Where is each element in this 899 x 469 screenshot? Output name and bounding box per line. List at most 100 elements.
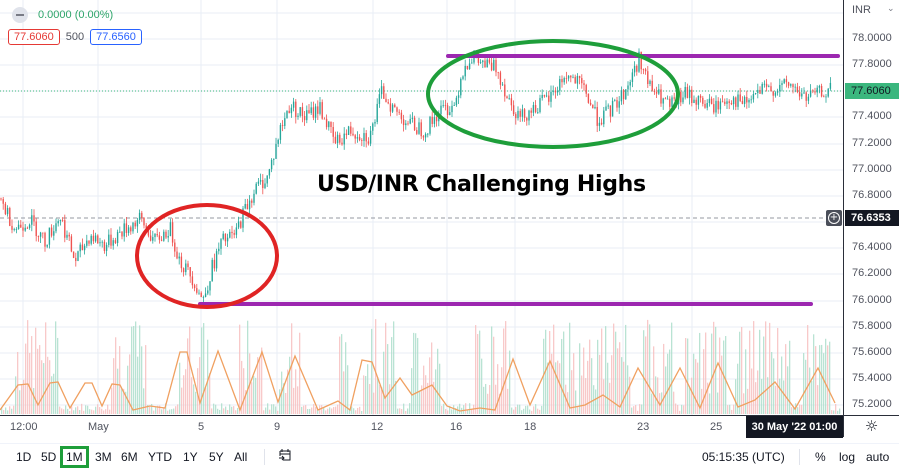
candle-body	[770, 86, 772, 92]
range-5y-button[interactable]: 5Y	[209, 450, 224, 464]
candle-body	[732, 97, 735, 105]
candle-body	[567, 75, 570, 79]
bid-price[interactable]: 77.6060	[8, 29, 60, 45]
volume-bar	[13, 405, 15, 414]
volume-bar	[693, 353, 695, 414]
volume-bar	[203, 323, 205, 414]
range-3m-button[interactable]: 3M	[95, 450, 112, 464]
volume-bar	[789, 340, 791, 414]
volume-bar	[399, 408, 401, 414]
price-chart[interactable]	[0, 0, 843, 415]
candle-body	[66, 234, 68, 238]
candle-body	[761, 84, 763, 94]
volume-bar	[733, 404, 735, 414]
candle-body	[185, 263, 187, 273]
volume-bar	[655, 376, 657, 414]
candle-body	[724, 101, 726, 104]
candle-body	[196, 288, 198, 293]
candle-body	[178, 256, 180, 259]
volume-bar	[213, 403, 215, 414]
candle-body	[541, 95, 543, 99]
volume-bar	[199, 357, 201, 414]
crosshair-add-button[interactable]: +	[826, 210, 842, 226]
volume-bar	[255, 377, 257, 414]
range-all-button[interactable]: All	[234, 450, 248, 464]
candle-body	[79, 244, 81, 252]
candle-body	[704, 103, 706, 108]
volume-bar	[241, 360, 243, 414]
volume-bar	[577, 407, 579, 414]
volume-bar	[697, 362, 699, 414]
volume-bar	[191, 377, 193, 414]
volume-bar	[519, 404, 521, 414]
range-1y-button[interactable]: 1Y	[183, 450, 198, 464]
chart-settings-button[interactable]: ☼	[843, 415, 899, 437]
volume-bar	[615, 331, 617, 414]
volume-bar	[803, 353, 805, 414]
candle-body	[347, 126, 350, 136]
volume-bar	[165, 403, 167, 414]
time-axis-label: 25	[710, 421, 723, 433]
log-scale-toggle[interactable]: log	[839, 450, 856, 464]
candle-body	[517, 110, 519, 119]
volume-bar	[751, 368, 753, 414]
range-6m-button[interactable]: 6M	[121, 450, 138, 464]
candle-body	[539, 98, 541, 113]
time-axis[interactable]: 25 23 18 16 12 9 5 May 12:00 30 May '22 01:00	[0, 415, 843, 438]
range-ytd-button[interactable]: YTD	[148, 450, 172, 464]
candle-body	[273, 158, 275, 160]
utc-clock[interactable]: 05:15:35 (UTC)	[702, 450, 785, 464]
bottom-toolbar: 1D 5D 1M 3M 6M YTD 1Y 5Y All 05:15:35 (U…	[0, 443, 899, 469]
volume-bar	[51, 376, 53, 414]
candle-body	[53, 231, 55, 236]
candle-body	[605, 106, 607, 111]
candle-body	[603, 110, 605, 125]
auto-scale-toggle[interactable]: auto	[866, 450, 890, 464]
volume-bar	[487, 393, 489, 414]
volume-bar	[95, 406, 97, 414]
collapse-legend-button[interactable]	[12, 7, 28, 23]
candle-body	[497, 72, 499, 74]
candle-body	[411, 117, 414, 119]
volume-bar	[605, 326, 607, 414]
volume-bar	[157, 405, 159, 414]
percent-scale-toggle[interactable]: %	[815, 450, 826, 464]
calendar-goto-icon[interactable]	[278, 448, 292, 462]
range-1m-button[interactable]: 1M	[60, 446, 89, 468]
candle-body	[477, 53, 480, 63]
chevron-down-icon[interactable]: ⌄	[887, 4, 895, 14]
volume-bar	[121, 388, 123, 414]
candle-body	[72, 251, 75, 258]
crosshair-time-tag: 30 May '22 01:00	[746, 416, 843, 438]
candle-body	[607, 105, 609, 107]
volume-bar	[335, 406, 337, 414]
volume-bar	[415, 333, 417, 414]
chart-pane[interactable]	[0, 0, 843, 415]
volume-bar	[251, 382, 253, 414]
crosshair-price-tag: 76.6353	[845, 210, 899, 226]
candle-body	[730, 103, 733, 105]
candle-body	[486, 59, 488, 68]
volume-bar	[365, 375, 367, 414]
ask-price[interactable]: 77.6560	[90, 29, 142, 45]
volume-bar	[19, 390, 21, 414]
volume-bar	[215, 404, 217, 414]
range-5d-button[interactable]: 5D	[41, 450, 57, 464]
candle-body	[578, 75, 581, 79]
candle-body	[138, 212, 141, 221]
candle-body	[759, 89, 761, 94]
volume-bar	[575, 390, 577, 414]
currency-label[interactable]: INR	[852, 4, 871, 16]
price-axis[interactable]: INR ⌄ 77.6060 76.6353 78.0000 77.8000 77.4…	[843, 0, 899, 415]
candle-body	[818, 85, 821, 88]
candle-body	[141, 212, 143, 218]
volume-bar	[313, 404, 315, 414]
volume-bar	[347, 365, 349, 414]
volume-bar	[367, 364, 369, 414]
volume-bar	[257, 357, 259, 414]
candle-body	[585, 84, 587, 94]
volume-bar	[435, 369, 437, 414]
range-1d-button[interactable]: 1D	[16, 450, 32, 464]
volume-bar	[767, 377, 769, 414]
volume-bar	[277, 410, 279, 414]
